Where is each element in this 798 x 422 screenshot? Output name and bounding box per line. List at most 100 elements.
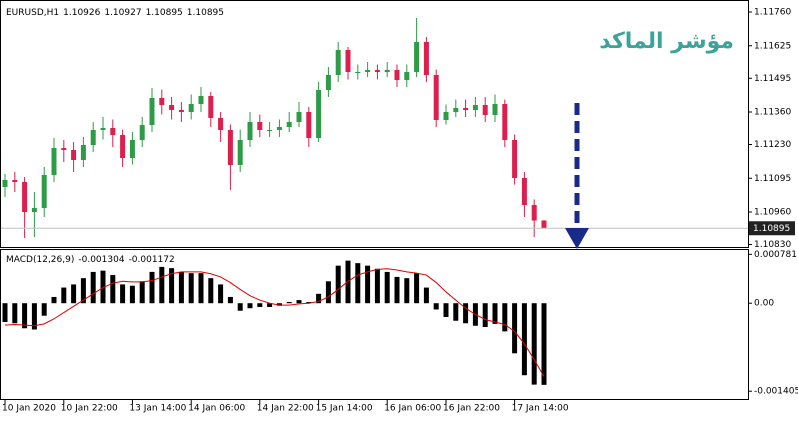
y-tick-label: 1.11095 bbox=[754, 174, 791, 184]
macd-label: MACD(12,26,9) bbox=[6, 255, 74, 265]
candle-body bbox=[31, 208, 37, 212]
macd-bar bbox=[316, 293, 322, 304]
candle-body bbox=[414, 42, 420, 72]
y-tick-label: 0.00 bbox=[754, 299, 774, 309]
x-tick-label: 14 Jan 22:00 bbox=[257, 404, 314, 414]
candle-body bbox=[218, 118, 224, 130]
y-tick-label: 1.11230 bbox=[754, 140, 791, 150]
y-tick-label: 1.11495 bbox=[754, 74, 791, 84]
candle-body bbox=[169, 105, 175, 110]
candle-body bbox=[149, 98, 155, 125]
macd-bar bbox=[120, 284, 126, 304]
macd-bar bbox=[404, 278, 410, 304]
macd-bar bbox=[531, 303, 537, 385]
candle-body bbox=[51, 148, 57, 175]
candle-body bbox=[198, 96, 204, 104]
candle-body bbox=[90, 130, 96, 145]
candle-body bbox=[325, 75, 331, 90]
macd-bar bbox=[237, 303, 243, 311]
y-tick-label: 1.10960 bbox=[754, 208, 791, 218]
macd-header: MACD(12,26,9) -0.001304 -0.001172 bbox=[6, 255, 175, 265]
signal-last: -0.001172 bbox=[129, 255, 175, 265]
macd-bar bbox=[188, 273, 194, 304]
candle-body bbox=[80, 145, 86, 160]
macd-bar bbox=[267, 303, 273, 307]
macd-bar bbox=[139, 281, 145, 304]
candle-body bbox=[512, 140, 518, 178]
price-panel bbox=[0, 0, 749, 248]
macd-bar bbox=[276, 303, 282, 306]
macd-bar bbox=[2, 303, 8, 322]
macd-bar bbox=[61, 287, 67, 304]
macd-bar bbox=[198, 273, 204, 304]
candle-body bbox=[521, 178, 527, 205]
candle-body bbox=[423, 42, 429, 75]
candle-body bbox=[404, 72, 410, 80]
candle-body bbox=[12, 180, 18, 182]
macd-bar bbox=[31, 303, 37, 330]
macd-bar bbox=[384, 271, 390, 304]
macd-bar bbox=[443, 303, 449, 317]
x-tick-label: 13 Jan 14:00 bbox=[129, 404, 186, 414]
candle-body bbox=[443, 112, 449, 120]
macd-bar bbox=[433, 303, 439, 310]
candle-body bbox=[247, 122, 253, 140]
y-tick-label: 0.000781 bbox=[754, 250, 797, 260]
candle-body bbox=[276, 127, 282, 130]
candle-body bbox=[208, 96, 214, 118]
x-tick-label: 10 Jan 2020 bbox=[2, 404, 56, 414]
candle-body bbox=[482, 105, 488, 115]
candle-body bbox=[41, 175, 47, 208]
macd-bar bbox=[463, 303, 469, 324]
macd-bar bbox=[355, 263, 361, 304]
candle-body bbox=[129, 140, 135, 158]
last-open: 1.10926 bbox=[63, 8, 100, 18]
macd-last: -0.001304 bbox=[78, 255, 124, 265]
macd-bar bbox=[41, 303, 47, 316]
candle-body bbox=[531, 205, 537, 221]
candle-body bbox=[286, 122, 292, 127]
y-tick-label: 1.10830 bbox=[754, 240, 791, 250]
candle-body bbox=[433, 75, 439, 120]
price-box-label: 1.10895 bbox=[753, 224, 790, 234]
macd-bar bbox=[90, 271, 96, 304]
macd-bar bbox=[492, 303, 498, 324]
macd-bar bbox=[541, 303, 547, 385]
x-tick-label: 17 Jan 14:00 bbox=[512, 404, 569, 414]
x-tick-label: 16 Jan 22:00 bbox=[443, 404, 500, 414]
candle-body bbox=[365, 70, 371, 72]
macd-bar bbox=[12, 303, 18, 324]
macd-bar bbox=[247, 303, 253, 309]
macd-bar bbox=[502, 303, 508, 332]
macd-bar bbox=[414, 273, 420, 304]
macd-bar bbox=[227, 296, 233, 304]
macd-bar bbox=[149, 271, 155, 304]
x-tick-label: 14 Jan 06:00 bbox=[188, 404, 245, 414]
candle-body bbox=[374, 70, 380, 72]
macd-bar bbox=[423, 287, 429, 304]
candle-body bbox=[492, 104, 498, 115]
symbol: EURUSD,H1 bbox=[6, 8, 59, 18]
candle-body bbox=[296, 112, 302, 122]
candle-body bbox=[463, 108, 469, 110]
candle-body bbox=[22, 182, 28, 212]
last-close: 1.10895 bbox=[187, 8, 224, 18]
candle-body bbox=[237, 140, 243, 165]
macd-panel bbox=[0, 249, 749, 400]
plot-layer: 1.11760 1.11625 1.11495 1.11360 1.11230 1.110… bbox=[1, 8, 798, 414]
macd-bar bbox=[394, 276, 400, 304]
macd-bar bbox=[286, 301, 292, 304]
macd-bar bbox=[22, 303, 28, 329]
macd-bar bbox=[521, 303, 527, 376]
candle-body bbox=[384, 70, 390, 72]
candle-body bbox=[472, 105, 478, 110]
macd-bar bbox=[71, 284, 77, 304]
y-tick-label: -0.001405 bbox=[754, 387, 798, 397]
candle-body bbox=[394, 70, 400, 80]
macd-bar bbox=[306, 301, 312, 304]
candle-body bbox=[306, 112, 312, 138]
y-tick-label: 1.11360 bbox=[754, 108, 791, 118]
candle-body bbox=[120, 135, 126, 158]
candle-body bbox=[355, 72, 361, 73]
macd-bar bbox=[335, 265, 341, 304]
